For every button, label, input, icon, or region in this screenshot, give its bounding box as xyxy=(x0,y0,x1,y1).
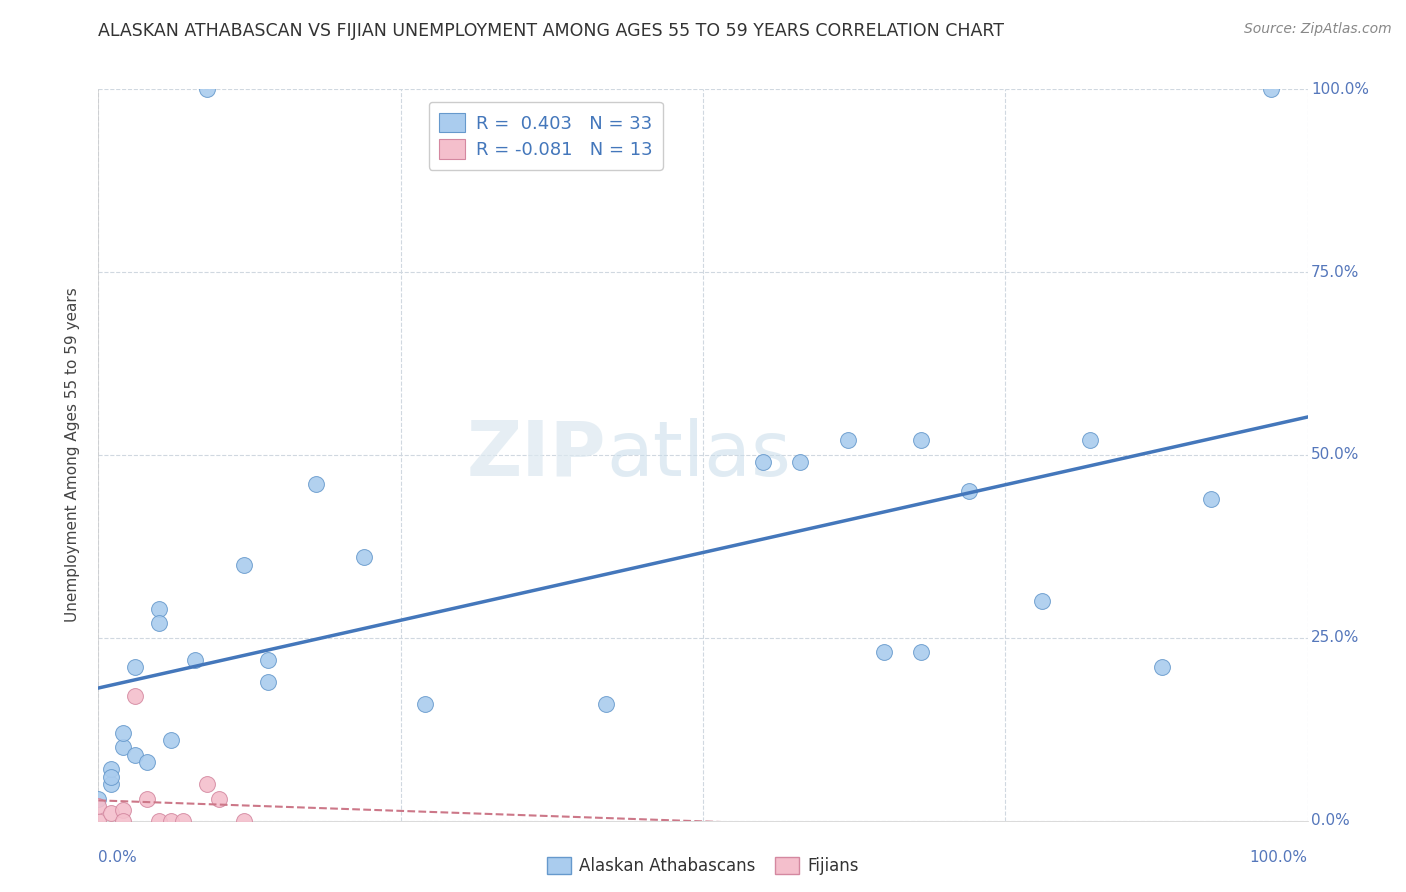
Text: ALASKAN ATHABASCAN VS FIJIAN UNEMPLOYMENT AMONG AGES 55 TO 59 YEARS CORRELATION : ALASKAN ATHABASCAN VS FIJIAN UNEMPLOYMEN… xyxy=(98,22,1004,40)
Point xyxy=(595,697,617,711)
Text: atlas: atlas xyxy=(606,418,792,491)
Text: 75.0%: 75.0% xyxy=(1312,265,1360,279)
Point xyxy=(111,740,134,755)
Point xyxy=(910,645,932,659)
Point xyxy=(910,434,932,448)
Y-axis label: Unemployment Among Ages 55 to 59 years: Unemployment Among Ages 55 to 59 years xyxy=(65,287,80,623)
Point xyxy=(124,690,146,704)
Point xyxy=(148,616,170,631)
Point xyxy=(208,791,231,805)
Point xyxy=(100,763,122,777)
Point xyxy=(195,777,218,791)
Point xyxy=(752,455,775,469)
Point xyxy=(87,814,110,828)
Point xyxy=(87,791,110,805)
Point xyxy=(1199,491,1222,506)
Text: 0.0%: 0.0% xyxy=(98,850,138,865)
Point xyxy=(232,814,254,828)
Point xyxy=(232,558,254,572)
Point xyxy=(160,814,183,828)
Point xyxy=(1152,660,1174,674)
Point xyxy=(957,484,980,499)
Point xyxy=(100,770,122,784)
Point xyxy=(111,814,134,828)
Point xyxy=(184,653,207,667)
Point xyxy=(135,791,157,805)
Point xyxy=(837,434,859,448)
Legend: Alaskan Athabascans, Fijians: Alaskan Athabascans, Fijians xyxy=(541,850,865,882)
Point xyxy=(100,806,122,821)
Point xyxy=(195,82,218,96)
Point xyxy=(1260,82,1282,96)
Point xyxy=(87,799,110,814)
Point xyxy=(1078,434,1101,448)
Point xyxy=(111,803,134,817)
Point xyxy=(160,733,183,747)
Point xyxy=(124,747,146,762)
Text: Source: ZipAtlas.com: Source: ZipAtlas.com xyxy=(1244,22,1392,37)
Text: 25.0%: 25.0% xyxy=(1312,631,1360,645)
Point xyxy=(873,645,896,659)
Point xyxy=(135,755,157,769)
Point xyxy=(1031,594,1053,608)
Point xyxy=(100,777,122,791)
Text: 100.0%: 100.0% xyxy=(1312,82,1369,96)
Text: ZIP: ZIP xyxy=(467,418,606,491)
Text: 100.0%: 100.0% xyxy=(1250,850,1308,865)
Point xyxy=(305,477,328,491)
Point xyxy=(413,697,436,711)
Point xyxy=(148,601,170,615)
Point xyxy=(789,455,811,469)
Text: 50.0%: 50.0% xyxy=(1312,448,1360,462)
Point xyxy=(111,726,134,740)
Point xyxy=(256,653,278,667)
Text: 0.0%: 0.0% xyxy=(1312,814,1350,828)
Point xyxy=(172,814,194,828)
Point xyxy=(148,814,170,828)
Point xyxy=(124,660,146,674)
Point xyxy=(256,674,278,689)
Point xyxy=(353,550,375,565)
